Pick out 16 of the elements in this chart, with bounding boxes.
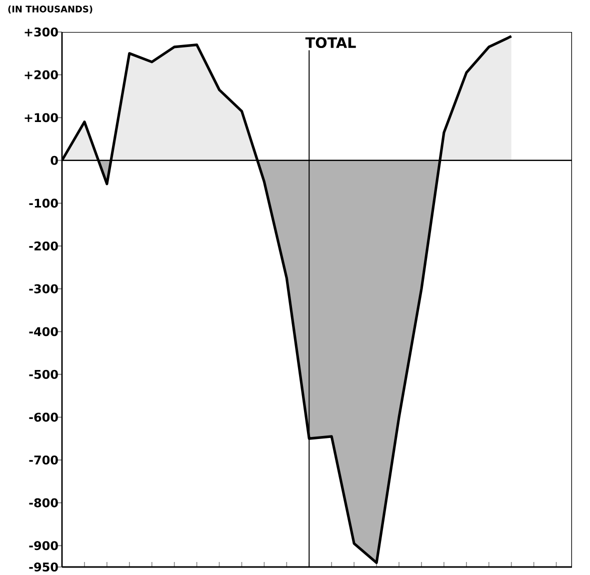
y-tick-label: -200 — [29, 241, 58, 251]
y-tick-label: +200 — [24, 70, 58, 80]
y-tick-label: -500 — [29, 370, 58, 379]
y-tick-label: -900 — [29, 541, 58, 550]
y-tick-label: -100 — [29, 198, 58, 208]
y-tick-label: 0 — [50, 156, 58, 165]
y-tick-label: -700 — [29, 455, 58, 465]
y-tick-label: -400 — [29, 327, 58, 336]
y-tick-label: +100 — [24, 113, 58, 122]
y-tick-label: +300 — [24, 27, 58, 37]
y-tick-label: -800 — [29, 498, 58, 508]
annotation: TOTAL — [305, 37, 356, 48]
y-tick-label: -950 — [29, 562, 58, 572]
y-tick-label: -600 — [29, 412, 58, 422]
text: (IN THOUSANDS) — [8, 6, 92, 14]
y-tick-label: -300 — [29, 284, 58, 294]
